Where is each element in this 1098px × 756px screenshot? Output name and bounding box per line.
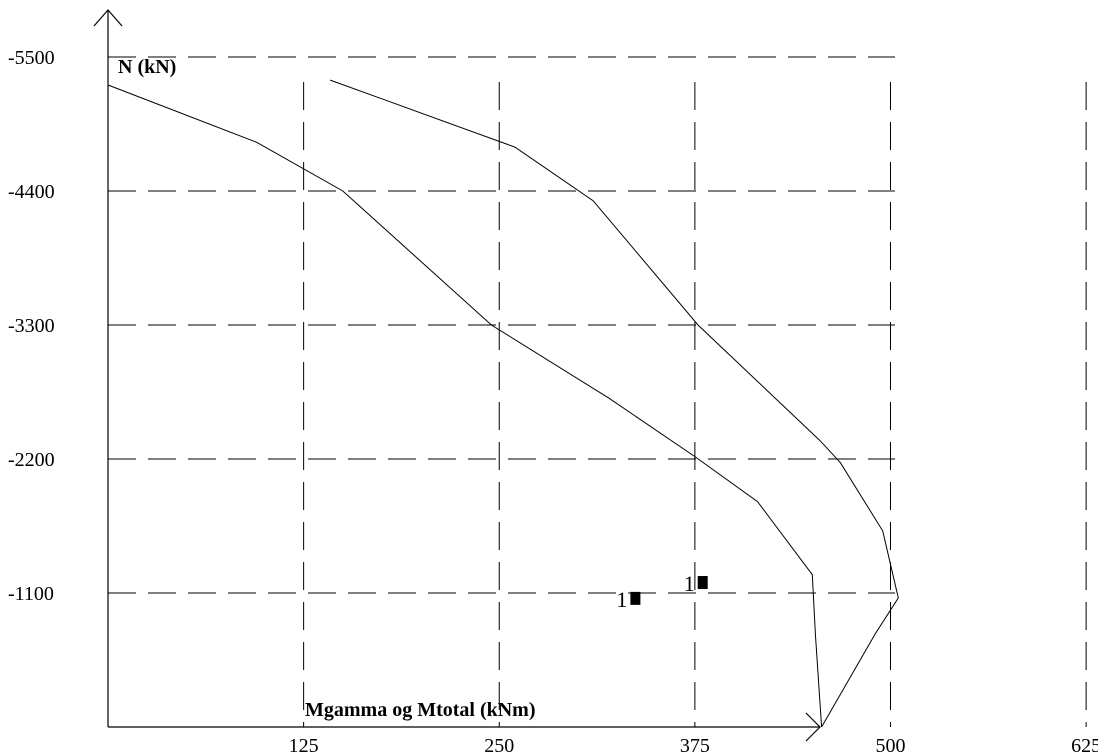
x-tick-label: 250 (484, 735, 514, 756)
capacity-curve-2 (330, 79, 899, 728)
x-tick-label: 375 (680, 735, 710, 756)
load-point-marker (630, 591, 641, 605)
y-tick-label: -4400 (8, 181, 55, 203)
capacity-curve-1 (107, 84, 823, 728)
y-tick-label: -5500 (8, 47, 55, 69)
y-axis-title: N (kN) (118, 56, 176, 78)
x-tick-label: 500 (876, 735, 906, 756)
axes (93, 9, 821, 742)
x-axis-title: Mgamma og Mtotal (kNm) (305, 699, 536, 721)
x-tick-label: 625 (1071, 735, 1098, 756)
y-tick-label: -1100 (8, 583, 54, 605)
tick-labels: -5500 -4400 -3300 -2200 -1100 125 250 375 500 625 (8, 47, 1098, 756)
load-point-label: 1 (616, 587, 627, 612)
y-axis-arrow (93, 9, 123, 27)
load-point-label: 1 (684, 571, 695, 596)
load-point-marker (697, 576, 708, 590)
y-tick-label: -3300 (8, 315, 55, 337)
x-tick-label: 125 (289, 735, 319, 756)
y-tick-label: -2200 (8, 449, 55, 471)
grid (108, 56, 1087, 727)
curves (107, 79, 899, 728)
x-axis-arrow (805, 712, 821, 742)
load-points: 11 (616, 571, 708, 612)
